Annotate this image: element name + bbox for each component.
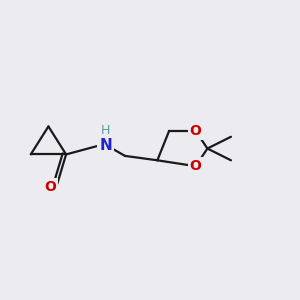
Text: H: H (101, 124, 110, 137)
Text: O: O (190, 124, 202, 138)
Text: O: O (190, 159, 202, 173)
Text: O: O (44, 180, 56, 194)
Text: N: N (100, 138, 112, 153)
